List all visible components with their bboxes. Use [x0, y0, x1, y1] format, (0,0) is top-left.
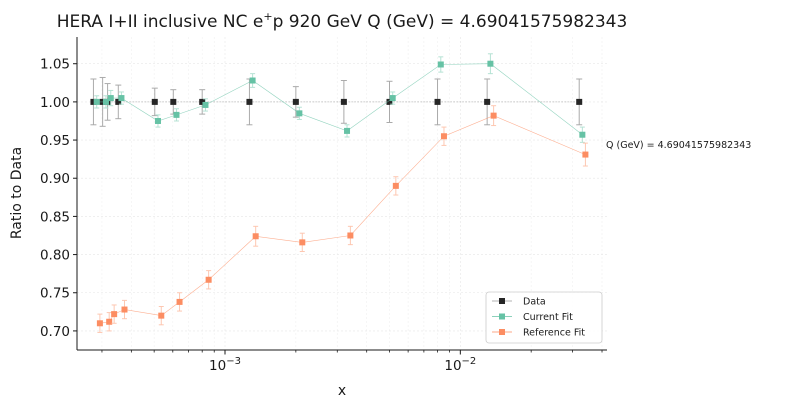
data-point: [107, 95, 114, 102]
data-point: [199, 98, 206, 105]
y-axis-label: Ratio to Data: [9, 147, 25, 239]
data-point: [173, 111, 180, 118]
legend: Data Current Fit Reference Fit: [485, 291, 603, 344]
data-point: [347, 232, 354, 239]
data-point: [292, 98, 299, 105]
data-point: [340, 98, 347, 105]
x-tick-label: 10−2: [444, 356, 476, 374]
legend-label: Current Fit: [523, 312, 573, 323]
legend-frame: [485, 291, 603, 344]
data-point: [344, 127, 351, 134]
legend-marker: [499, 313, 505, 320]
q-annotation: Q (GeV) = 4.69041575982343: [606, 140, 751, 151]
data-point: [484, 98, 491, 105]
chart-title: HERA I+II inclusive NC e+p 920 GeV Q (Ge…: [57, 10, 628, 32]
data-point: [386, 98, 393, 105]
data-point: [121, 306, 128, 313]
series-line-1: [96, 63, 583, 135]
data-point: [490, 112, 497, 119]
y-tick-label: 1.05: [40, 57, 70, 73]
legend-marker: [499, 329, 505, 335]
data-point: [176, 298, 183, 305]
data-point: [154, 117, 161, 124]
y-tick-label: 0.75: [40, 286, 70, 302]
data-point: [582, 151, 589, 158]
data-point: [246, 98, 253, 105]
y-tick-label: 0.90: [40, 171, 70, 187]
data-point: [151, 98, 158, 105]
legend-label: Reference Fit: [523, 328, 585, 339]
data-point: [299, 239, 306, 246]
data-point: [202, 101, 209, 108]
data-point: [579, 131, 586, 138]
data-point: [392, 182, 399, 189]
data-point: [90, 98, 97, 105]
data-point: [111, 311, 118, 318]
data-point: [205, 276, 212, 283]
data-point: [170, 98, 177, 105]
data-point: [576, 98, 583, 105]
x-tick-label: 10−3: [209, 356, 241, 374]
data-point: [389, 95, 396, 102]
data-point: [249, 77, 256, 84]
plot-area: [90, 53, 589, 333]
y-tick-label: 0.85: [40, 209, 70, 225]
y-tick-label: 1.00: [40, 95, 70, 111]
x-axis-ticks: 10−3 10−2: [101, 350, 603, 374]
legend-marker: [499, 298, 505, 304]
data-point: [434, 98, 441, 105]
y-tick-label: 0.70: [40, 324, 70, 340]
y-tick-label: 0.95: [40, 133, 70, 149]
data-point: [102, 98, 109, 105]
data-point: [96, 320, 103, 327]
data-point: [487, 60, 494, 67]
x-axis-label: x: [338, 383, 346, 399]
data-point: [437, 61, 444, 68]
data-point: [93, 98, 100, 105]
data-point: [440, 133, 447, 140]
legend-label: Data: [523, 297, 546, 308]
y-axis-ticks: 0.70 0.75 0.80 0.85 0.90 0.95 1.00 1.05: [40, 57, 77, 340]
grid-lines: [77, 37, 607, 350]
data-point: [106, 318, 113, 325]
data-point: [296, 110, 303, 117]
data-point: [118, 95, 125, 102]
data-point: [158, 312, 165, 319]
data-point: [252, 233, 259, 240]
data-point: [115, 98, 122, 105]
y-tick-label: 0.80: [40, 248, 70, 264]
